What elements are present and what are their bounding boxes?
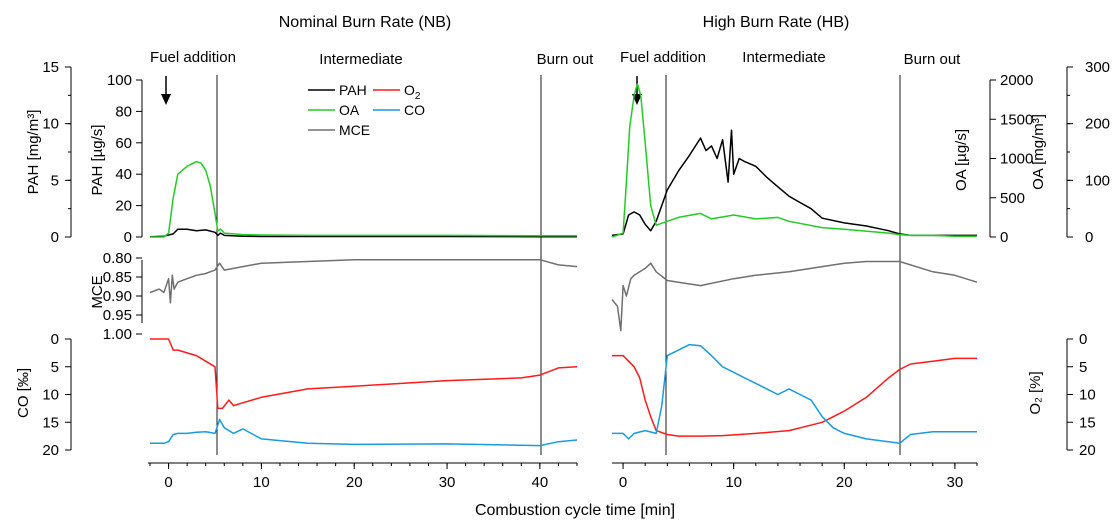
mce-ticks-label: 0.90	[103, 288, 132, 305]
hb-x-axis: 0 10 20 30	[612, 462, 978, 491]
nb-x-axis: 0 10 20 30 40	[148, 462, 578, 491]
co-ticks: 0 5 10 15 20	[42, 331, 71, 459]
nb-intermediate-label: Intermediate	[319, 51, 402, 68]
pah-mg-axis-label: PAH [mg/m³]	[25, 110, 42, 195]
hb-co-series-line	[612, 343, 977, 445]
hb-intermediate-label: Intermediate	[742, 49, 825, 66]
mce-ticks-label: 0.85	[103, 269, 132, 286]
co-ticks-label: 0	[51, 331, 59, 348]
oa-mg-ticks-label: 200	[1085, 116, 1110, 133]
co-axis: 0 5 10 15 20 CO [‰]	[15, 331, 72, 459]
nb-burnout-label: Burn out	[537, 51, 595, 68]
pah-mg-ticks-label: 5	[51, 172, 59, 189]
legend-label-oa: OA	[339, 102, 360, 118]
pah-ug-ticks-label: 20	[115, 198, 132, 215]
hb-x-ticks-label: 20	[836, 474, 853, 491]
oa-ug-ticks-label: 2000	[1000, 72, 1033, 89]
pah-ug-ticks-label: 40	[115, 166, 132, 183]
oa-mg-axis: 0 100 200 300 OA [mg/m³]	[1030, 59, 1110, 246]
oa-ug-ticks: 0 500 1000 1500 2000	[990, 72, 1033, 246]
o2-axis: 0 5 10 15 20 O₂ [%]	[1027, 331, 1096, 459]
nb-fuel-arrow-icon	[161, 76, 171, 105]
o2-ticks-label: 10	[1079, 387, 1096, 404]
pah-mg-ticks-label: 10	[42, 116, 59, 133]
o2-ticks-label: 5	[1079, 359, 1087, 376]
hb-fuel-addition-label: Fuel addition	[620, 49, 706, 66]
legend-label-co: CO	[404, 102, 425, 118]
mce-ticks-label: 0.95	[103, 307, 132, 324]
pah-ug-axis-label: PAH [µg/s]	[89, 125, 106, 196]
nb-x-ticks-label: 0	[164, 474, 172, 491]
mce-ticks-label: 1.00	[103, 326, 132, 343]
pah-mg-ticks: 0 5 10 15	[42, 59, 71, 246]
nb-x-ticks-label: 40	[532, 474, 549, 491]
mce-ticks: 0.80 0.85 0.90 0.95 1.00	[103, 250, 142, 343]
hb-burnout-label: Burn out	[904, 51, 962, 68]
pah-ug-ticks-label: 100	[107, 72, 132, 89]
pah-ug-ticks: 0 20 40 60 80 100	[107, 72, 142, 246]
data-traces	[149, 83, 978, 447]
oa-ug-ticks-label: 1500	[1000, 111, 1033, 128]
x-axis-label: Combustion cycle time [min]	[475, 502, 675, 519]
mce-axis: 0.80 0.85 0.90 0.95 1.00 MCE	[89, 250, 143, 343]
oa-ug-axis-label: OA [µg/s]	[953, 129, 970, 191]
mce-ticks-label: 0.80	[103, 250, 132, 267]
co-ticks-label: 20	[42, 442, 59, 459]
oa-mg-ticks-label: 0	[1085, 229, 1093, 246]
nb-co-series-line	[150, 418, 578, 447]
nb-mce-series-line	[149, 258, 578, 304]
hb-x-ticks-label: 30	[947, 474, 964, 491]
oa-ug-ticks-label: 0	[1000, 229, 1008, 246]
oa-ug-ticks-label: 1000	[1000, 151, 1033, 168]
legend-label-mce: MCE	[339, 122, 370, 138]
pah-mg-ticks-label: 0	[51, 229, 59, 246]
oa-mg-axis-label: OA [mg/m³]	[1030, 114, 1047, 190]
nb-x-ticks-label: 20	[346, 474, 363, 491]
hb-x-ticks-label: 0	[619, 474, 627, 491]
pah-ug-ticks-label: 0	[124, 229, 132, 246]
legend-label-o2: O2	[404, 82, 421, 102]
pah-ug-ticks-label: 80	[115, 103, 132, 120]
hb-oa-series-line	[611, 83, 977, 238]
nb-pah-series-line	[149, 228, 577, 238]
hb-o2-series-line	[612, 354, 977, 437]
hb-x-ticks-label: 10	[725, 474, 742, 491]
hb-panel-title: High Burn Rate (HB)	[703, 14, 850, 31]
pah-ug-ticks-label: 60	[115, 135, 132, 152]
o2-ticks-label: 0	[1079, 331, 1087, 348]
hb-pah-series-line	[611, 129, 977, 237]
mce-axis-label: MCE	[89, 275, 106, 308]
legend: PAH O2 OA CO MCE	[308, 82, 425, 138]
pah-ug-axis: 0 20 40 60 80 100 PAH [µg/s]	[89, 72, 143, 246]
co-ticks-label: 10	[42, 387, 59, 404]
nb-o2-series-line	[150, 338, 578, 410]
hb-mce-series-line	[611, 260, 978, 332]
pah-mg-ticks-label: 15	[42, 59, 59, 76]
nb-fuel-addition-label: Fuel addition	[150, 49, 236, 66]
oa-ug-ticks-label: 500	[1000, 190, 1025, 207]
o2-axis-label: O₂ [%]	[1027, 371, 1044, 414]
nb-x-ticks-label: 30	[439, 474, 456, 491]
oa-mg-ticks-label: 100	[1085, 172, 1110, 189]
oa-mg-ticks: 0 100 200 300	[1067, 59, 1110, 246]
co-ticks-label: 5	[51, 359, 59, 376]
o2-ticks: 0 5 10 15 20	[1067, 331, 1096, 459]
o2-ticks-label: 20	[1079, 442, 1096, 459]
nb-x-ticks-label: 10	[253, 474, 270, 491]
nb-panel-title: Nominal Burn Rate (NB)	[279, 14, 452, 31]
co-ticks-label: 15	[42, 414, 59, 431]
co-axis-label: CO [‰]	[15, 368, 32, 418]
oa-ug-axis: 0 500 1000 1500 2000 OA [µg/s]	[953, 72, 1033, 246]
hb-x-ticks: 0 10 20 30	[619, 463, 978, 491]
oa-mg-ticks-label: 300	[1085, 59, 1110, 76]
pah-mg-axis: 0 5 10 15 PAH [mg/m³]	[25, 59, 72, 246]
nb-oa-series-line	[150, 160, 577, 238]
legend-label-pah: PAH	[339, 82, 367, 98]
nb-x-ticks: 0 10 20 30 40	[149, 463, 578, 491]
o2-ticks-label: 15	[1079, 414, 1096, 431]
